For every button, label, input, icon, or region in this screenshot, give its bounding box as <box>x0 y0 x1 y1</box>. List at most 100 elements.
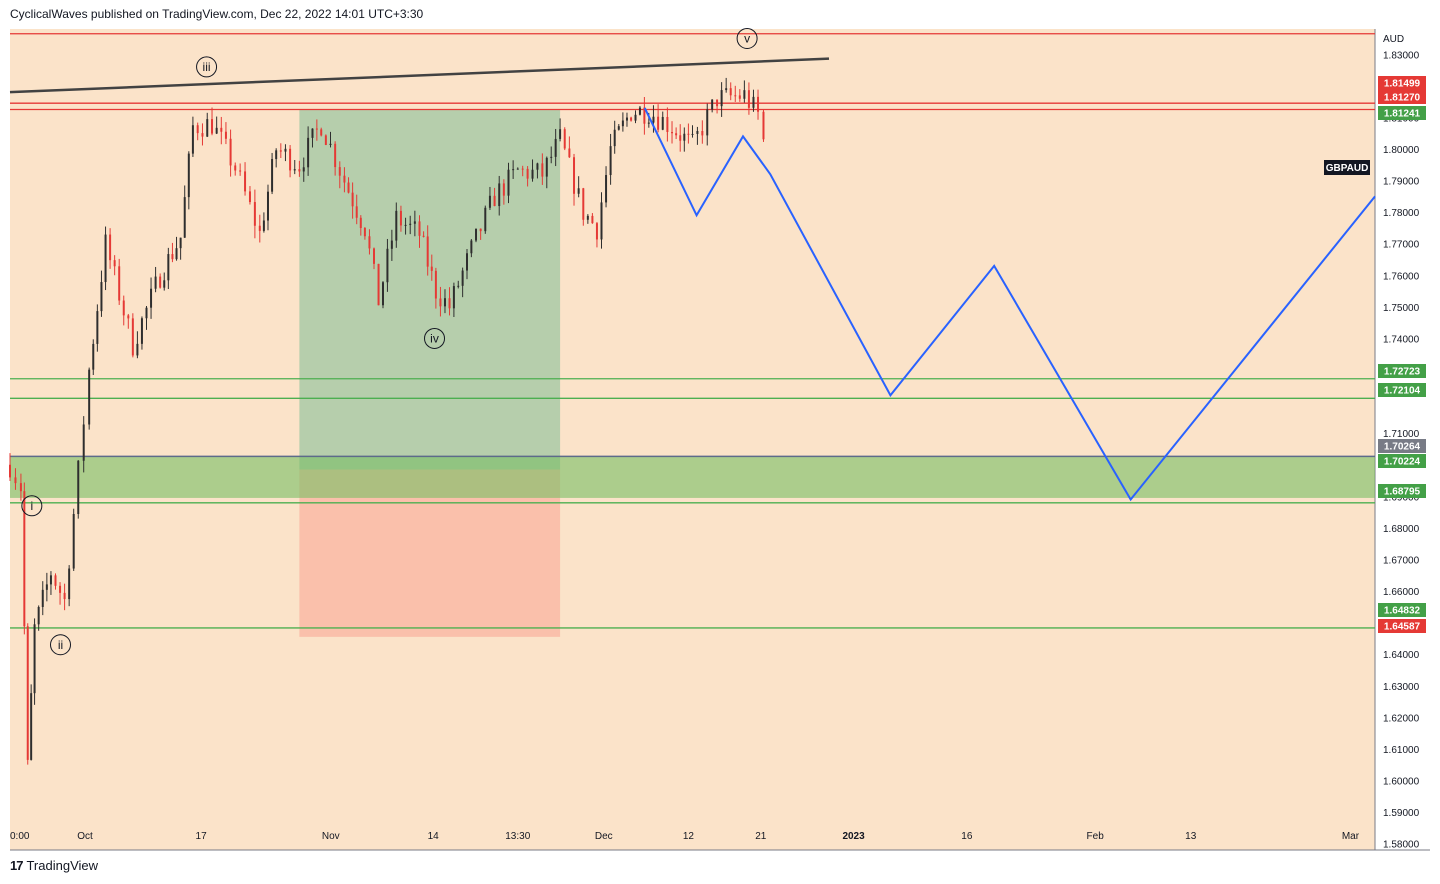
candle-body <box>600 202 603 240</box>
candle-body <box>613 129 616 147</box>
candle-body <box>716 99 719 107</box>
candle-body <box>41 589 44 607</box>
candle-body <box>443 298 446 307</box>
candle-body <box>118 266 121 301</box>
candle-body <box>175 248 178 260</box>
candle-body <box>224 131 227 139</box>
candle-body <box>502 183 505 196</box>
candle-body <box>617 126 620 130</box>
candle-body <box>127 315 130 319</box>
candle-body <box>159 276 162 288</box>
support-zone <box>10 456 1375 498</box>
candle-body <box>298 169 301 172</box>
candle-body <box>643 107 646 124</box>
candle-body <box>206 119 209 137</box>
candle-body <box>37 606 40 625</box>
candle-body <box>573 157 576 194</box>
candle-body <box>293 169 296 171</box>
wave-label-circle <box>21 495 43 517</box>
wave-label-circle <box>736 27 758 49</box>
candle-body <box>171 254 174 260</box>
candle-body <box>145 307 148 319</box>
candle-body <box>183 197 186 238</box>
candle-body <box>253 202 256 226</box>
candle-body <box>82 424 85 461</box>
price-tick-label: 1.68000 <box>1383 524 1420 535</box>
time-tick-label: Dec <box>595 831 613 842</box>
candle-body <box>507 169 510 196</box>
candle-body <box>762 111 765 140</box>
price-label-text: 1.72104 <box>1384 386 1421 397</box>
candle-body <box>422 235 425 237</box>
candle-body <box>329 143 332 145</box>
candle-body <box>343 175 346 183</box>
candle-body <box>179 237 182 249</box>
candle-body <box>521 168 524 170</box>
candle-body <box>395 210 398 241</box>
candle-body <box>621 120 624 127</box>
wave-label-circle <box>196 56 218 78</box>
candle-body <box>488 195 491 208</box>
price-tick-label: 1.60000 <box>1383 777 1420 788</box>
candle-body <box>59 585 62 593</box>
time-tick-label: Nov <box>322 831 340 842</box>
candle-body <box>229 138 232 166</box>
candle-body <box>302 167 305 172</box>
candle-body <box>679 135 682 141</box>
price-label-box <box>1378 383 1426 397</box>
candle-body <box>426 236 429 267</box>
candle-body <box>266 191 269 221</box>
resistance-trendline <box>9 57 830 94</box>
candle-body <box>498 183 501 207</box>
candle-body <box>430 266 433 271</box>
candle-body <box>338 167 341 176</box>
candle-body <box>9 464 11 478</box>
candle-body <box>493 195 496 207</box>
candle-body <box>591 215 594 224</box>
candle-body <box>19 483 22 492</box>
candle-body <box>275 150 278 160</box>
candle-body <box>683 133 686 141</box>
wave-label-iv: iv <box>430 331 439 345</box>
candle-body <box>747 90 750 108</box>
candle-body <box>26 626 29 760</box>
candle-body <box>466 253 469 271</box>
time-tick-label: 14 <box>428 831 440 842</box>
candle-body <box>100 282 103 312</box>
time-tick-label: Oct <box>77 831 93 842</box>
candle-body <box>475 228 478 241</box>
wave-label-i: i <box>31 499 34 513</box>
candle-body <box>647 122 650 124</box>
price-tick-label: 1.74000 <box>1383 334 1420 345</box>
symbol-label-box <box>1324 160 1370 175</box>
candle-body <box>289 148 292 171</box>
price-tick-label: 1.61000 <box>1383 745 1420 756</box>
candle-body <box>559 129 562 139</box>
candle-body <box>187 153 190 198</box>
price-label-text: 1.68795 <box>1384 487 1421 498</box>
candle-body <box>563 129 566 149</box>
candle-body <box>652 116 655 123</box>
candle-body <box>634 114 637 121</box>
candle-body <box>711 99 714 110</box>
candle-body <box>96 311 99 344</box>
currency-label: AUD <box>1383 34 1404 45</box>
candle-body <box>386 248 389 283</box>
time-tick-label: 13 <box>1185 831 1197 842</box>
candle-body <box>687 133 690 135</box>
candle-body <box>244 171 247 192</box>
candle-body <box>720 90 723 107</box>
candle-body <box>605 175 608 203</box>
price-tick-label: 1.80000 <box>1383 145 1420 156</box>
plot-background <box>10 29 1375 850</box>
candle-body <box>351 192 354 207</box>
candle-body <box>163 280 166 288</box>
candle-body <box>315 128 318 130</box>
candle-body <box>167 254 170 281</box>
candle-body <box>307 137 310 168</box>
price-label-box <box>1378 106 1426 120</box>
price-tick-label: 1.76000 <box>1383 271 1420 282</box>
candle-body <box>131 318 134 356</box>
candles-group <box>9 77 765 765</box>
